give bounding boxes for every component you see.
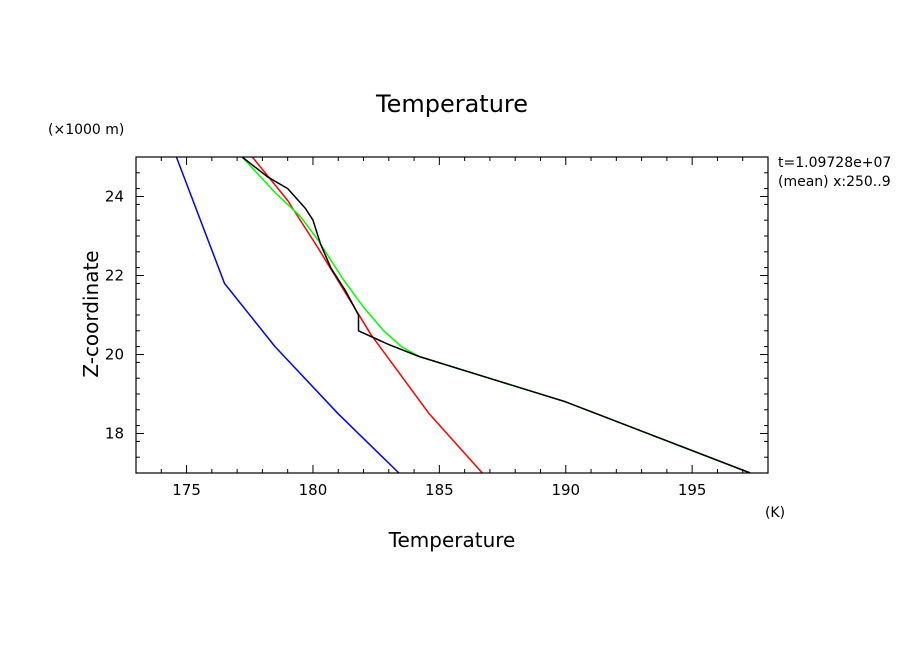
chart-title: Temperature xyxy=(375,90,528,118)
y-tick-label: 18 xyxy=(105,425,124,443)
x-unit-label: (K) xyxy=(765,505,785,521)
y-unit-label: (×1000 m) xyxy=(48,122,124,138)
plot-frame xyxy=(135,156,769,474)
x-tick-label: 190 xyxy=(551,481,580,499)
mean-annotation: (mean) x:250..9 xyxy=(778,174,891,190)
x-tick-label: 195 xyxy=(678,481,707,499)
x-tick-label: 180 xyxy=(299,481,328,499)
y-axis-label: Z-coordinate xyxy=(79,250,103,377)
ticks-layer: 175 180 185 190 195 18 20 22 24 xyxy=(105,156,769,499)
y-tick-label: 22 xyxy=(105,267,124,285)
x-axis-label: Temperature xyxy=(388,528,516,552)
x-tick-label: 175 xyxy=(172,481,201,499)
series-line-1 xyxy=(175,156,400,474)
y-tick-label: 24 xyxy=(105,188,124,206)
time-annotation: t=1.09728e+07 xyxy=(778,155,891,171)
series-line-3 xyxy=(241,156,751,474)
y-tick-label: 20 xyxy=(105,346,124,364)
series-line-4 xyxy=(241,156,751,474)
series-layer xyxy=(175,156,751,474)
series-line-2 xyxy=(251,156,483,474)
x-tick-label: 185 xyxy=(425,481,454,499)
